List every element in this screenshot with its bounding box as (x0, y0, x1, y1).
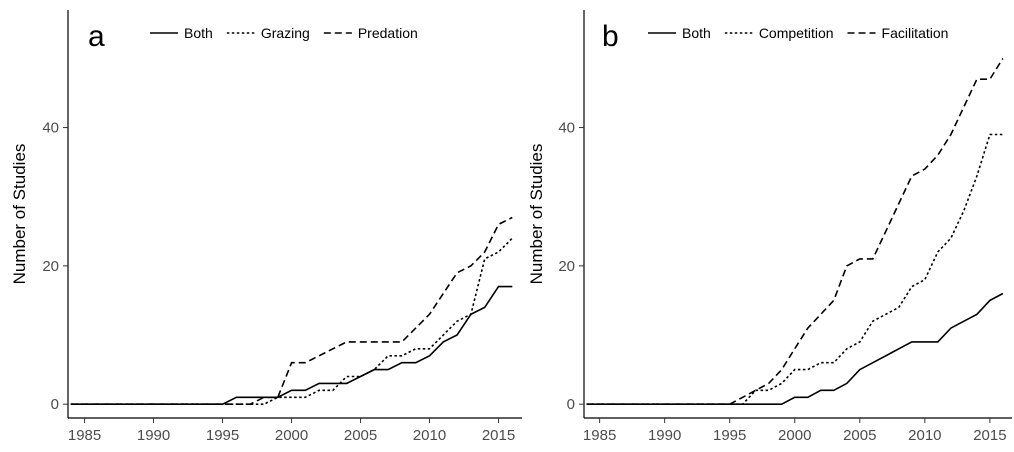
x-tick-label: 1995 (206, 427, 239, 444)
x-tick-label: 2005 (843, 427, 876, 444)
x-tick-label: 1990 (137, 427, 170, 444)
series-line-both (586, 292, 1004, 405)
x-tick-label: 2015 (973, 427, 1006, 444)
legend-label: Both (184, 25, 213, 41)
legend: Both Competition Facilitation (648, 25, 948, 41)
x-tick-label: 1985 (68, 427, 101, 444)
legend-label: Grazing (261, 25, 310, 41)
panel-label: a (88, 20, 105, 53)
y-tick-label: 20 (42, 258, 59, 275)
panel-a: 1985 1990 1995 2000 2005 2010 2015 0 20 40 Number … (10, 10, 522, 444)
panel-b: 1985 1990 1995 2000 2005 2010 2015 0 20 40 Number … (527, 10, 1012, 444)
x-tick-label: 2010 (908, 427, 941, 444)
y-tick-label: 20 (558, 258, 575, 275)
y-axis-title: Number of Studies (10, 144, 29, 285)
y-tick-label: 40 (558, 120, 575, 137)
x-tick-label: 2005 (344, 427, 377, 444)
panel-label: b (602, 20, 619, 53)
y-tick-label: 0 (567, 396, 575, 413)
legend-label: Both (682, 25, 711, 41)
y-tick-label: 0 (51, 396, 59, 413)
y-tick-label: 40 (42, 120, 59, 137)
legend-label: Facilitation (882, 25, 949, 41)
legend-label: Competition (759, 25, 834, 41)
x-tick-label: 2015 (482, 427, 515, 444)
series-line-both (70, 285, 513, 405)
x-tick-label: 1990 (648, 427, 681, 444)
series-line-competition (586, 133, 1003, 405)
x-tick-label: 1985 (583, 427, 616, 444)
legend-label: Predation (358, 25, 418, 41)
series-line-grazing (70, 237, 513, 405)
y-axis-title: Number of Studies (527, 144, 546, 285)
x-tick-label: 2000 (778, 427, 811, 444)
series-line-predation (70, 216, 513, 405)
x-tick-label: 2000 (275, 427, 308, 444)
x-tick-label: 2010 (413, 427, 446, 444)
series-line-facilitation (586, 57, 1004, 405)
x-tick-label: 1995 (713, 427, 746, 444)
legend: Both Grazing Predation (150, 25, 418, 41)
